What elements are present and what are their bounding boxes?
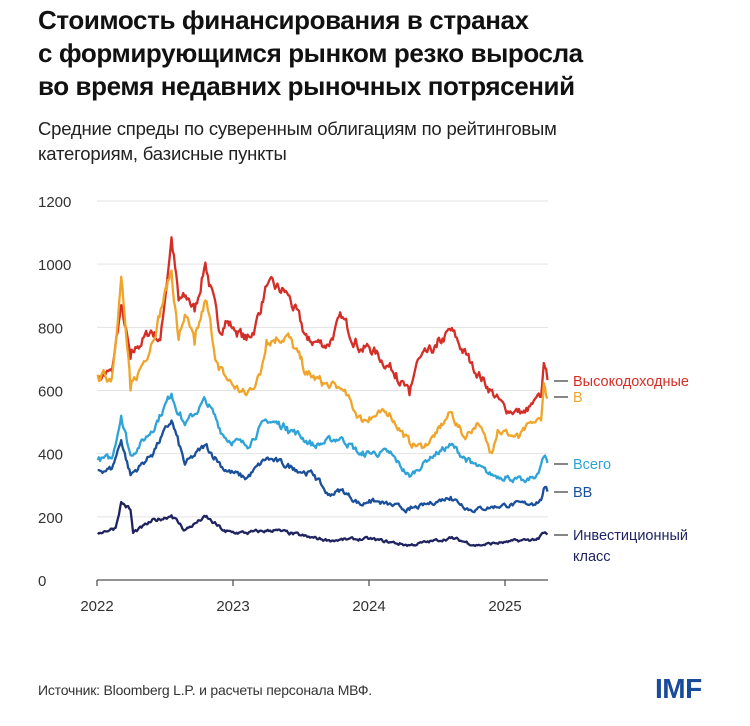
series-label: Всего <box>573 457 611 473</box>
series-line-2 <box>96 392 549 484</box>
imf-logo: IMF <box>655 673 702 704</box>
x-tick-label: 2025 <box>488 598 521 615</box>
x-tick-label: 2023 <box>216 598 249 615</box>
series-line-3 <box>97 419 549 514</box>
chart-subtitle-line: Средние спреды по суверенным облигациям … <box>38 118 557 139</box>
chart-title: Стоимость финансирования в странах с фор… <box>38 4 718 103</box>
series-line-4 <box>96 500 549 548</box>
series-label: Высокодоходные <box>573 374 689 390</box>
source-note: Источник: Bloomberg L.P. и расчеты персо… <box>38 682 372 698</box>
series-line-1 <box>96 269 549 455</box>
chart-subtitle-line: категориям, базисные пункты <box>38 143 287 164</box>
series-label: Инвестиционный класс <box>573 528 688 565</box>
y-tick-label: 400 <box>38 447 63 464</box>
chart-title-line: Стоимость финансирования в странах <box>38 5 529 35</box>
line-chart: 0 200 400 600 800 1000 1200 2022 2023 2024 2025 Вы… <box>38 194 689 615</box>
chart-subtitle: Средние спреды по суверенным облигациям … <box>38 116 718 166</box>
x-tick-label: 2022 <box>80 598 113 615</box>
series-label: BB <box>573 485 592 501</box>
chart-title-line: во время недавних рыночных потрясений <box>38 71 575 101</box>
series-line-0 <box>96 236 549 416</box>
x-tick-label: 2024 <box>352 598 385 615</box>
y-tick-label: 800 <box>38 320 63 337</box>
series-label: B <box>573 390 583 406</box>
y-tick-label: 600 <box>38 384 63 401</box>
chart-title-line: с формирующимся рынком резко выросла <box>38 38 583 68</box>
y-tick-label: 200 <box>38 510 63 527</box>
y-tick-label: 0 <box>38 573 46 590</box>
y-tick-label: 1000 <box>38 257 71 274</box>
y-tick-label: 1200 <box>38 194 71 211</box>
